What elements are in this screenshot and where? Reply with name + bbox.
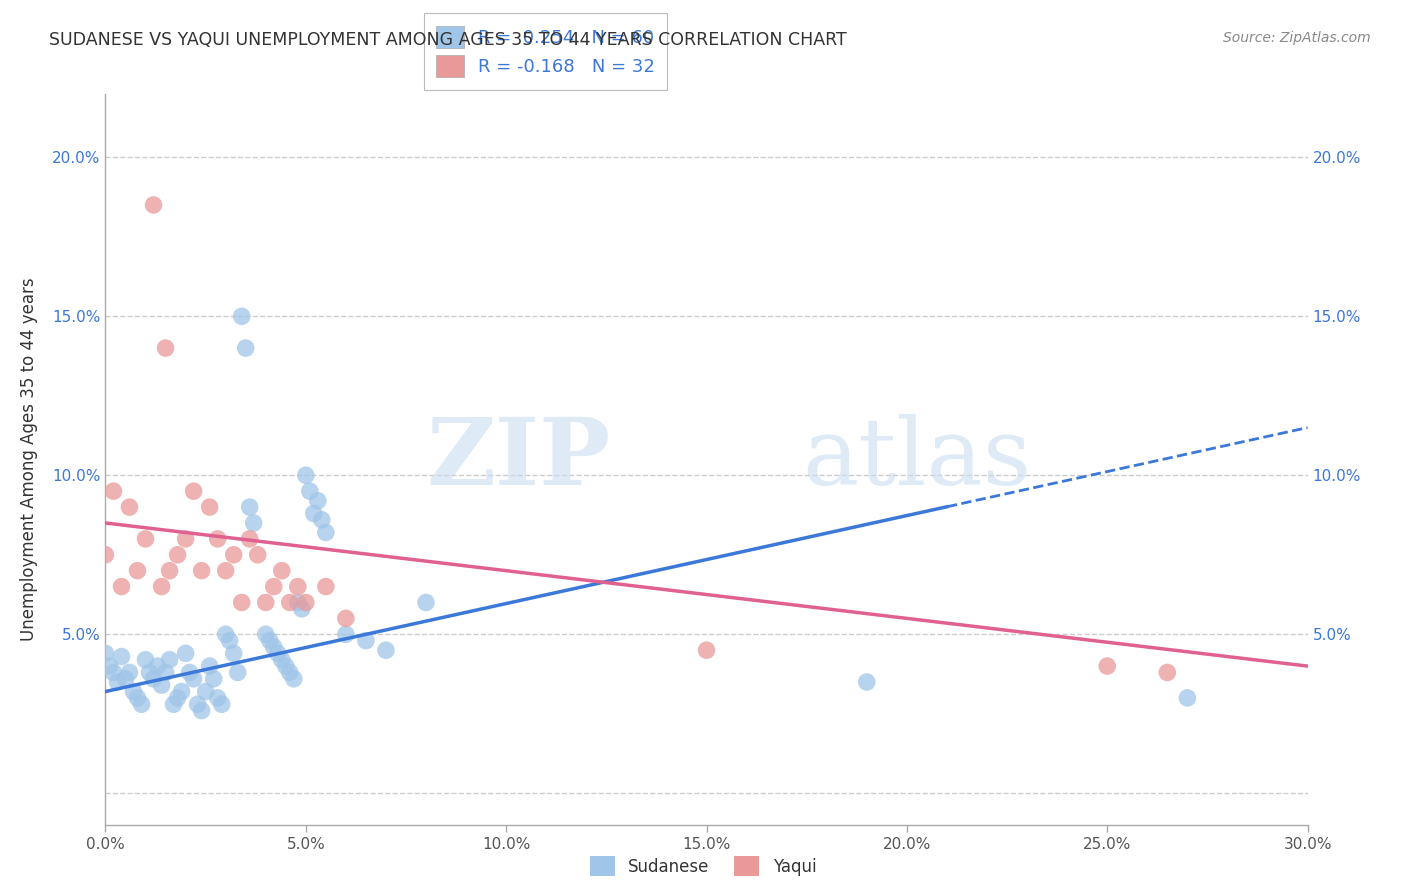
Point [246,548,269,562]
Point [335,627,357,641]
Point [235,341,257,355]
Point [415,595,437,609]
Point [291,602,314,616]
Point [263,640,285,654]
Point [162,698,184,712]
Point [214,564,236,578]
Point [295,595,318,609]
Point [166,548,188,562]
Point [170,684,193,698]
Point [307,493,329,508]
Point [150,678,173,692]
Text: Source: ZipAtlas.com: Source: ZipAtlas.com [1223,31,1371,45]
Point [138,665,160,680]
Point [239,532,262,546]
Point [98,659,121,673]
Point [222,548,245,562]
Point [254,595,277,609]
Point [183,484,205,499]
Point [354,633,377,648]
Point [166,690,188,705]
Point [270,564,292,578]
Point [190,704,212,718]
Point [107,675,129,690]
Point [222,646,245,660]
Point [94,646,117,660]
Point [239,500,262,514]
Point [211,698,233,712]
Point [103,484,125,499]
Point [159,653,181,667]
Point [150,580,173,594]
Point [214,627,236,641]
Point [198,659,221,673]
Point [1156,665,1178,680]
Point [122,684,145,698]
Point [142,198,165,212]
Point [375,643,398,657]
Point [315,580,337,594]
Point [1097,659,1119,673]
Point [231,595,253,609]
Point [311,513,333,527]
Point [298,484,321,499]
Point [287,595,309,609]
Point [174,532,197,546]
Point [194,684,217,698]
Point [190,564,212,578]
Point [174,646,197,660]
Text: ZIP: ZIP [426,415,610,504]
Point [142,672,165,686]
Point [302,507,325,521]
Point [287,580,309,594]
Point [118,500,141,514]
Point [155,665,177,680]
Point [270,653,292,667]
Point [335,611,357,625]
Point [183,672,205,686]
Point [155,341,177,355]
Point [218,633,240,648]
Point [127,690,149,705]
Point [315,525,337,540]
Point [259,633,281,648]
Point [278,665,301,680]
Point [135,653,157,667]
Text: atlas: atlas [803,415,1032,504]
Point [283,672,305,686]
Point [267,646,290,660]
Point [135,532,157,546]
Point [198,500,221,514]
Point [103,665,125,680]
Point [202,672,225,686]
Point [295,468,318,483]
Y-axis label: Unemployment Among Ages 35 to 44 years: Unemployment Among Ages 35 to 44 years [20,277,38,641]
Point [226,665,249,680]
Point [263,580,285,594]
Point [110,649,132,664]
Point [94,548,117,562]
Point [131,698,153,712]
Text: SUDANESE VS YAQUI UNEMPLOYMENT AMONG AGES 35 TO 44 YEARS CORRELATION CHART: SUDANESE VS YAQUI UNEMPLOYMENT AMONG AGE… [49,31,846,49]
Point [146,659,169,673]
Point [110,580,132,594]
Point [114,672,136,686]
Point [274,659,297,673]
Point [118,665,141,680]
Point [159,564,181,578]
Point [231,310,253,324]
Point [179,665,201,680]
Point [207,690,229,705]
Point [207,532,229,546]
Point [1177,690,1199,705]
Point [242,516,264,530]
Point [254,627,277,641]
Point [278,595,301,609]
Point [696,643,718,657]
Point [127,564,149,578]
Point [855,675,877,690]
Point [187,698,209,712]
Legend: Sudanese, Yaqui: Sudanese, Yaqui [581,847,825,885]
